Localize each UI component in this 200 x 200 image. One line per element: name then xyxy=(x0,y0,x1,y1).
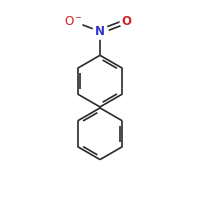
Text: N: N xyxy=(95,25,105,38)
Text: $\mathsf{O^-}$: $\mathsf{O^-}$ xyxy=(64,15,83,28)
Text: O: O xyxy=(121,15,131,28)
